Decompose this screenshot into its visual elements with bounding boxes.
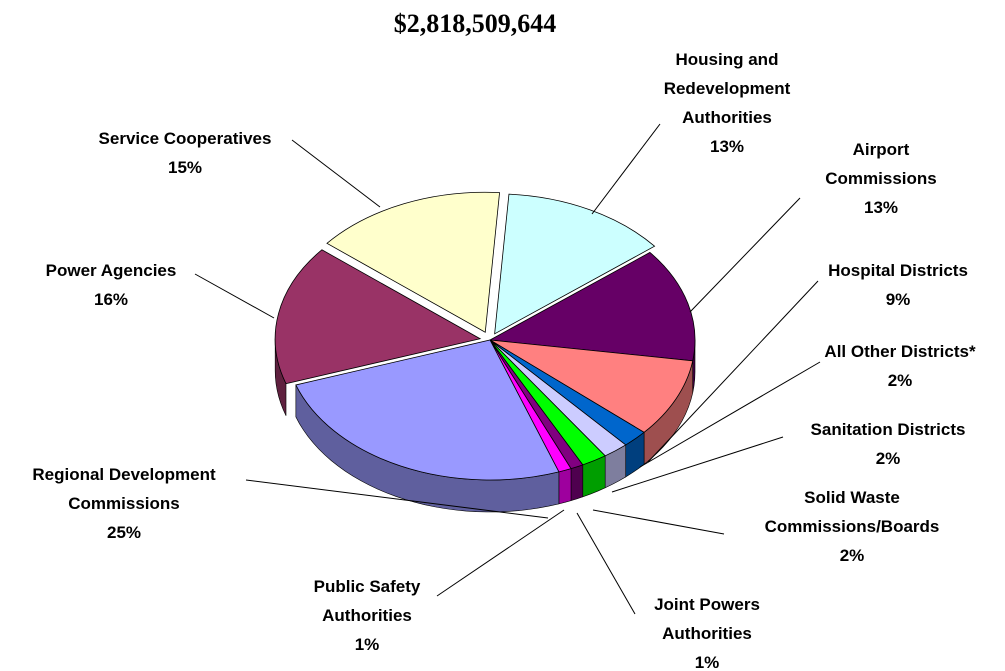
slice-label-line: Commissions: [68, 494, 179, 513]
leader-line: [611, 436, 784, 493]
slice-label-line: Commissions/Boards: [765, 517, 940, 536]
slice-label-line: Redevelopment: [664, 79, 791, 98]
leader-line: [576, 512, 636, 615]
pie-slices: [274, 191, 696, 481]
slice-airport-commissions: [488, 251, 696, 362]
leader-line: [591, 123, 661, 215]
slice-label: Joint Powers Authorities 1%: [654, 595, 760, 671]
slice-label: Hospital Districts 9%: [828, 261, 968, 309]
slice-percent: 25%: [107, 523, 141, 542]
slice-service-cooperatives: [326, 191, 500, 333]
slice-label-line: Sanitation Districts: [811, 420, 966, 439]
slice-hospital-districts: [489, 339, 694, 433]
slice-label-line: Solid Waste: [804, 488, 900, 507]
slice-percent: 16%: [94, 290, 128, 309]
slice-label: Regional Development Commissions 25%: [32, 465, 216, 542]
slice-label-line: Commissions: [825, 169, 936, 188]
slice-label: Power Agencies 16%: [46, 261, 177, 309]
slice-label: Service Cooperatives 15%: [99, 129, 272, 177]
slice-percent: 9%: [886, 290, 911, 309]
slice-label: Solid Waste Commissions/Boards 2%: [765, 488, 940, 565]
slice-label-line: Public Safety: [314, 577, 421, 596]
leader-line: [647, 280, 819, 463]
slice-label: Sanitation Districts 2%: [811, 420, 966, 468]
slice-label: All Other Districts* 2%: [824, 342, 976, 390]
leader-line: [592, 509, 725, 535]
slice-percent: 13%: [710, 137, 744, 156]
slice-housing-and-redevelopment-authorities: [494, 193, 656, 335]
leader-line: [436, 509, 565, 597]
slice-percent: 2%: [840, 546, 865, 565]
slice-label-line: Authorities: [682, 108, 772, 127]
slice-label: Airport Commissions 13%: [825, 140, 936, 217]
slice-label-line: Regional Development: [32, 465, 216, 484]
slice-label-line: Authorities: [322, 606, 412, 625]
slice-label: Housing and Redevelopment Authorities 13%: [664, 50, 791, 156]
leader-line: [245, 479, 549, 519]
slice-label-line: Airport: [853, 140, 910, 159]
slice-percent: 13%: [864, 198, 898, 217]
slice-percent: 15%: [168, 158, 202, 177]
slice-label-line: Authorities: [662, 624, 752, 643]
leader-lines: [194, 123, 821, 615]
leader-line: [194, 273, 275, 319]
slice-label-line: Power Agencies: [46, 261, 177, 280]
slice-label-line: Hospital Districts: [828, 261, 968, 280]
slice-label-line: All Other Districts*: [824, 342, 976, 361]
slice-percent: 2%: [876, 449, 901, 468]
slice-label: Public Safety Authorities 1%: [314, 577, 421, 654]
slice-side: [558, 468, 572, 505]
leader-line: [689, 197, 801, 313]
slice-percent: 1%: [695, 653, 720, 671]
leader-line: [639, 361, 821, 468]
slice-labels: Housing and Redevelopment Authorities 13% Ai…: [32, 50, 976, 671]
slice-regional-development-commissions: [295, 339, 560, 481]
slice-power-agencies: [274, 249, 482, 385]
slice-percent: 2%: [888, 371, 913, 390]
leader-line: [291, 139, 381, 208]
slice-label-line: Service Cooperatives: [99, 129, 272, 148]
slice-side: [570, 464, 584, 502]
chart-title: $2,818,509,644: [394, 9, 557, 38]
slice-label-line: Joint Powers: [654, 595, 760, 614]
slice-label-line: Housing and: [676, 50, 779, 69]
slice-percent: 1%: [355, 635, 380, 654]
